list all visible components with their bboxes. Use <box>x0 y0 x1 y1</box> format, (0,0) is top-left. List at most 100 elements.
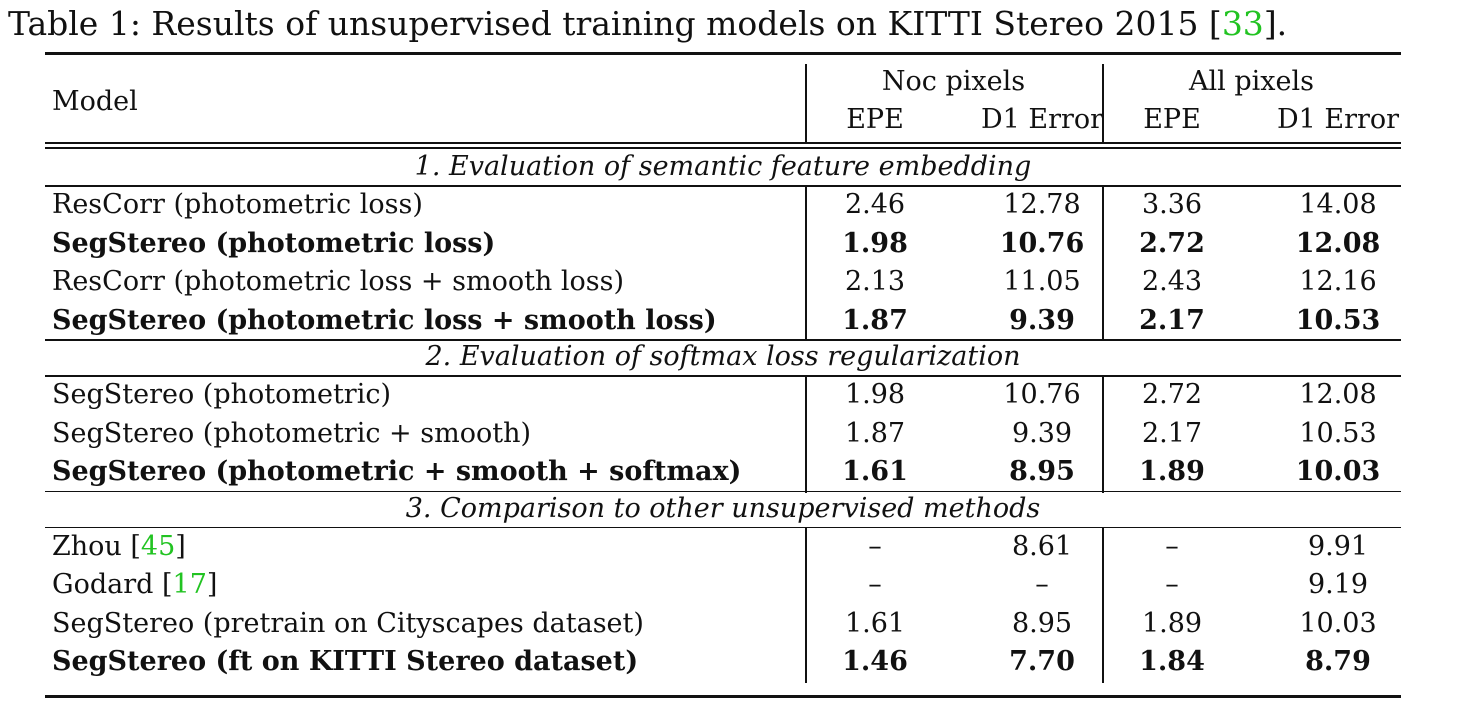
model-label: SegStereo (photometric loss + smooth los… <box>52 304 717 336</box>
row-model-name: SegStereo (photometric + smooth) <box>52 416 531 452</box>
value-cell: 14.08 <box>1299 189 1377 220</box>
citation-close: ] <box>206 569 218 600</box>
row-model-name: ResCorr (photometric loss) <box>52 187 423 223</box>
value-cell: 10.53 <box>1299 417 1377 449</box>
section-rule <box>45 490 1401 492</box>
citation-link[interactable]: 17 <box>172 569 207 600</box>
value-cell: – <box>868 569 882 600</box>
value-cell: 1.87 <box>842 304 908 336</box>
value-cell: 10.76 <box>999 227 1085 259</box>
value-cell: 2.17 <box>1139 304 1205 336</box>
section-title: 2. Evaluation of softmax loss regulariza… <box>425 341 1021 372</box>
value-cell: 10.53 <box>1295 304 1381 336</box>
value-cell: – <box>868 530 882 562</box>
value-cell: 1.89 <box>1141 607 1203 639</box>
value-cell: 1.84 <box>1139 646 1205 677</box>
column-separator <box>805 185 807 341</box>
value-cell: 8.79 <box>1305 646 1371 677</box>
row-model-name: SegStereo (ft on KITTI Stereo dataset) <box>52 644 638 680</box>
row-model-name: ResCorr (photometric loss + smooth loss) <box>52 264 624 300</box>
value-cell: 10.76 <box>1003 379 1081 410</box>
value-cell: 2.46 <box>844 189 906 220</box>
model-label: SegStereo (pretrain on Cityscapes datase… <box>52 607 644 639</box>
section-title: 1. Evaluation of semantic feature embedd… <box>414 151 1032 182</box>
header-group-noc: Noc pixels <box>881 66 1026 97</box>
row-model-name: SegStereo (photometric loss) <box>52 226 495 262</box>
value-cell: 2.43 <box>1141 266 1203 297</box>
row-model-name: Zhou [45] <box>52 529 186 565</box>
section-title: 3. Comparison to other unsupervised meth… <box>405 492 1041 524</box>
header-col-all-epe: EPE <box>1143 104 1201 135</box>
value-cell: 2.17 <box>1141 417 1203 449</box>
value-cell: 11.05 <box>1003 266 1081 297</box>
column-separator <box>805 526 807 683</box>
value-cell: – <box>1165 569 1179 600</box>
value-cell: 2.72 <box>1139 227 1205 259</box>
model-label: Zhou [ <box>52 530 141 562</box>
caption-suffix: ]. <box>1263 4 1288 43</box>
row-model-name: SegStereo (photometric + smooth + softma… <box>52 454 741 490</box>
value-cell: 12.08 <box>1299 379 1377 410</box>
value-cell: 2.13 <box>844 266 906 297</box>
header-model: Model <box>52 86 138 117</box>
section-rule <box>45 185 1401 187</box>
section-rule <box>45 339 1401 341</box>
header-col-noc-d1: D1 Error <box>980 104 1104 135</box>
row-model-name: SegStereo (photometric) <box>52 377 391 413</box>
caption-prefix: Table 1: Results of unsupervised trainin… <box>8 4 1222 43</box>
model-label: ResCorr (photometric loss + smooth loss) <box>52 266 625 297</box>
row-model-name: Godard [17] <box>52 567 217 603</box>
caption-citation-link[interactable]: 33 <box>1221 4 1264 43</box>
value-cell: – <box>1035 569 1049 600</box>
value-cell: 10.03 <box>1299 607 1377 639</box>
value-cell: 9.39 <box>1009 304 1075 336</box>
value-cell: 3.36 <box>1141 189 1203 220</box>
column-separator <box>805 375 807 493</box>
value-cell: 8.61 <box>1011 530 1073 562</box>
model-label: SegStereo (photometric + smooth) <box>52 417 531 449</box>
value-cell: 1.61 <box>844 607 906 639</box>
citation-link[interactable]: 45 <box>140 530 176 562</box>
value-cell: 9.19 <box>1307 569 1369 600</box>
model-label: Godard [ <box>52 569 173 600</box>
value-cell: 12.08 <box>1295 227 1381 259</box>
value-cell: 1.87 <box>844 417 906 449</box>
value-cell: – <box>1165 530 1179 562</box>
column-separator <box>1102 185 1104 341</box>
value-cell: 10.03 <box>1295 456 1381 487</box>
header-double-rule <box>45 142 1401 149</box>
section-rule <box>45 375 1401 377</box>
table-caption: Table 1: Results of unsupervised trainin… <box>8 2 1287 46</box>
value-cell: 1.61 <box>842 456 908 487</box>
column-separator <box>1102 375 1104 493</box>
header-col-noc-epe: EPE <box>846 104 904 135</box>
value-cell: 9.39 <box>1011 417 1073 449</box>
value-cell: 8.95 <box>1009 456 1075 487</box>
citation-close: ] <box>175 530 186 562</box>
value-cell: 12.16 <box>1299 266 1377 297</box>
value-cell: 1.89 <box>1139 456 1205 487</box>
section-rule <box>45 526 1401 528</box>
value-cell: 8.95 <box>1011 607 1073 639</box>
model-label: SegStereo (photometric + smooth + softma… <box>52 456 742 487</box>
column-separator <box>1102 64 1104 142</box>
table-top-rule <box>45 52 1401 55</box>
row-model-name: SegStereo (photometric loss + smooth los… <box>52 303 717 339</box>
table-bottom-rule <box>45 695 1401 698</box>
column-separator <box>805 64 807 142</box>
header-group-all: All pixels <box>1189 66 1314 97</box>
value-cell: 12.78 <box>1003 189 1081 220</box>
model-label: SegStereo (ft on KITTI Stereo dataset) <box>52 646 639 677</box>
header-col-all-d1: D1 Error <box>1276 104 1400 135</box>
model-label: SegStereo (photometric) <box>52 379 392 410</box>
model-label: SegStereo (photometric loss) <box>52 227 496 259</box>
value-cell: 1.98 <box>842 227 908 259</box>
model-label: ResCorr (photometric loss) <box>52 189 423 220</box>
value-cell: 1.98 <box>844 379 906 410</box>
column-separator <box>1102 526 1104 683</box>
row-model-name: SegStereo (pretrain on Cityscapes datase… <box>52 606 644 642</box>
value-cell: 1.46 <box>842 646 908 677</box>
value-cell: 7.70 <box>1009 646 1075 677</box>
value-cell: 9.91 <box>1307 530 1369 562</box>
value-cell: 2.72 <box>1141 379 1203 410</box>
